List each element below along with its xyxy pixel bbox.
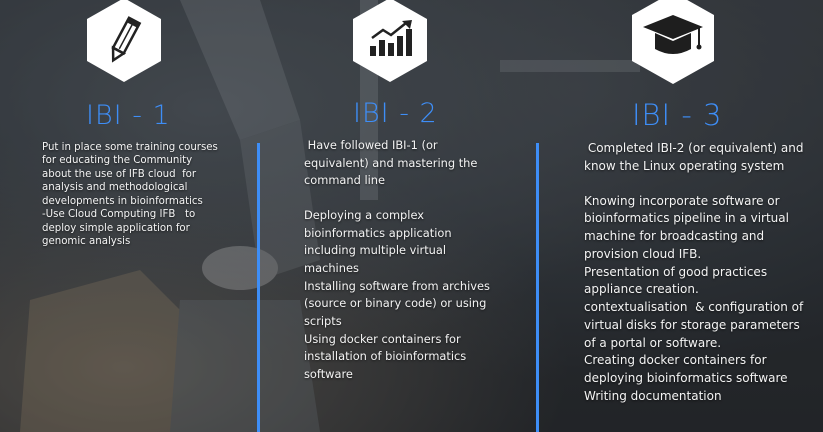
paragraph: Installing software from archives (sourc… [304,278,494,329]
paragraph: Put in place some training courses for e… [42,142,222,207]
column-text-ibi-2: Have followed IBI-1 (or equivalent) and … [304,137,504,384]
paragraph: Have followed IBI-1 (or equivalent) and … [304,138,482,188]
paragraph: Writing documentation [584,388,722,403]
divider-line-2 [536,143,539,432]
column-text-ibi-3: Completed IBI-2 (or equivalent) and know… [584,140,814,406]
paragraph: Deploying a complex bioinformatics appli… [304,208,456,276]
column-title-ibi-3: IBI - 3 [632,98,723,132]
pencil-icon [111,16,142,63]
paragraph: Using docker containers for installation… [304,331,470,382]
column-title-ibi-2: IBI - 2 [353,98,438,129]
growth-chart-icon [370,20,412,56]
paragraph: Presentation of good practices appliance… [584,264,771,297]
paragraph: contextualisation & configuration of vir… [584,300,808,350]
paragraph: Creating docker containers for deploying… [584,353,788,385]
column-title-ibi-1: IBI - 1 [86,100,171,131]
graduation-cap-icon [643,15,703,54]
paragraph: -Use Cloud Computing IFB to deploy simpl… [42,209,199,248]
paragraph: Completed IBI-2 (or equivalent) and know… [584,141,808,173]
column-text-ibi-1: Put in place some training courses for e… [42,141,222,249]
divider-line-1 [257,143,260,432]
paragraph: Knowing incorporate software or bioinfor… [584,193,793,261]
